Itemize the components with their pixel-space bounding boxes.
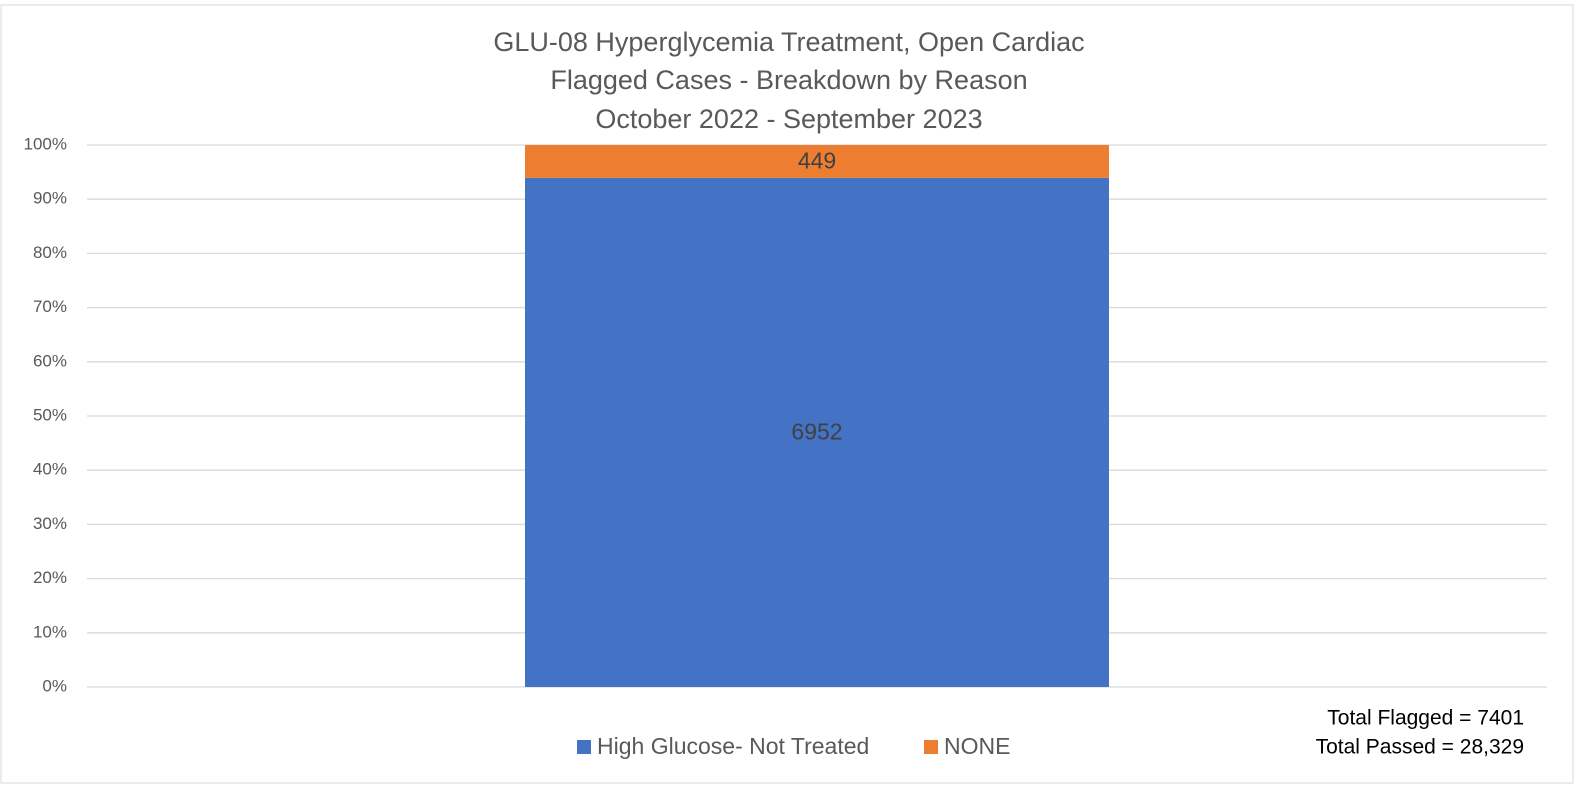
y-tick-label: 90% (33, 189, 67, 208)
y-tick-label: 20% (33, 568, 67, 587)
data-label: 6952 (791, 419, 842, 445)
y-tick-label: 100% (24, 134, 67, 153)
data-label: 449 (798, 148, 836, 174)
chart-title: October 2022 - September 2023 (595, 104, 982, 134)
y-tick-label: 0% (42, 676, 67, 695)
chart-title: GLU-08 Hyperglycemia Treatment, Open Car… (493, 27, 1084, 57)
annotation: Total Flagged = 7401 (1327, 707, 1524, 730)
chart-title: Flagged Cases - Breakdown by Reason (550, 65, 1027, 95)
y-tick-label: 60% (33, 351, 67, 370)
legend-label: High Glucose- Not Treated (597, 733, 869, 759)
bar-segment (525, 145, 1109, 178)
y-tick-label: 50% (33, 405, 67, 424)
y-tick-label: 70% (33, 297, 67, 316)
y-tick-label: 30% (33, 514, 67, 533)
legend-swatch (924, 740, 938, 754)
legend-swatch (577, 740, 591, 754)
bar-segment (525, 177, 1109, 687)
legend-label: NONE (944, 733, 1010, 759)
y-tick-label: 10% (33, 622, 67, 641)
y-tick-label: 40% (33, 460, 67, 479)
annotation: Total Passed = 28,329 (1316, 736, 1524, 759)
y-tick-label: 80% (33, 243, 67, 262)
